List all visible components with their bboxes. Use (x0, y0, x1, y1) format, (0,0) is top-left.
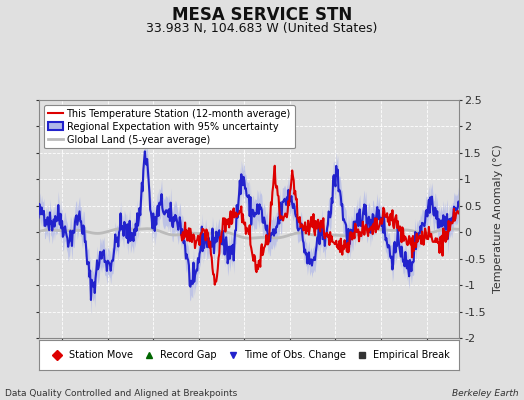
Text: Data Quality Controlled and Aligned at Breakpoints: Data Quality Controlled and Aligned at B… (5, 389, 237, 398)
Legend: This Temperature Station (12-month average), Regional Expectation with 95% uncer: This Temperature Station (12-month avera… (44, 105, 294, 148)
Legend: Station Move, Record Gap, Time of Obs. Change, Empirical Break: Station Move, Record Gap, Time of Obs. C… (45, 347, 453, 363)
Text: MESA SERVICE STN: MESA SERVICE STN (172, 6, 352, 24)
Y-axis label: Temperature Anomaly (°C): Temperature Anomaly (°C) (493, 145, 503, 293)
Text: Berkeley Earth: Berkeley Earth (452, 389, 519, 398)
Text: 33.983 N, 104.683 W (United States): 33.983 N, 104.683 W (United States) (146, 22, 378, 35)
